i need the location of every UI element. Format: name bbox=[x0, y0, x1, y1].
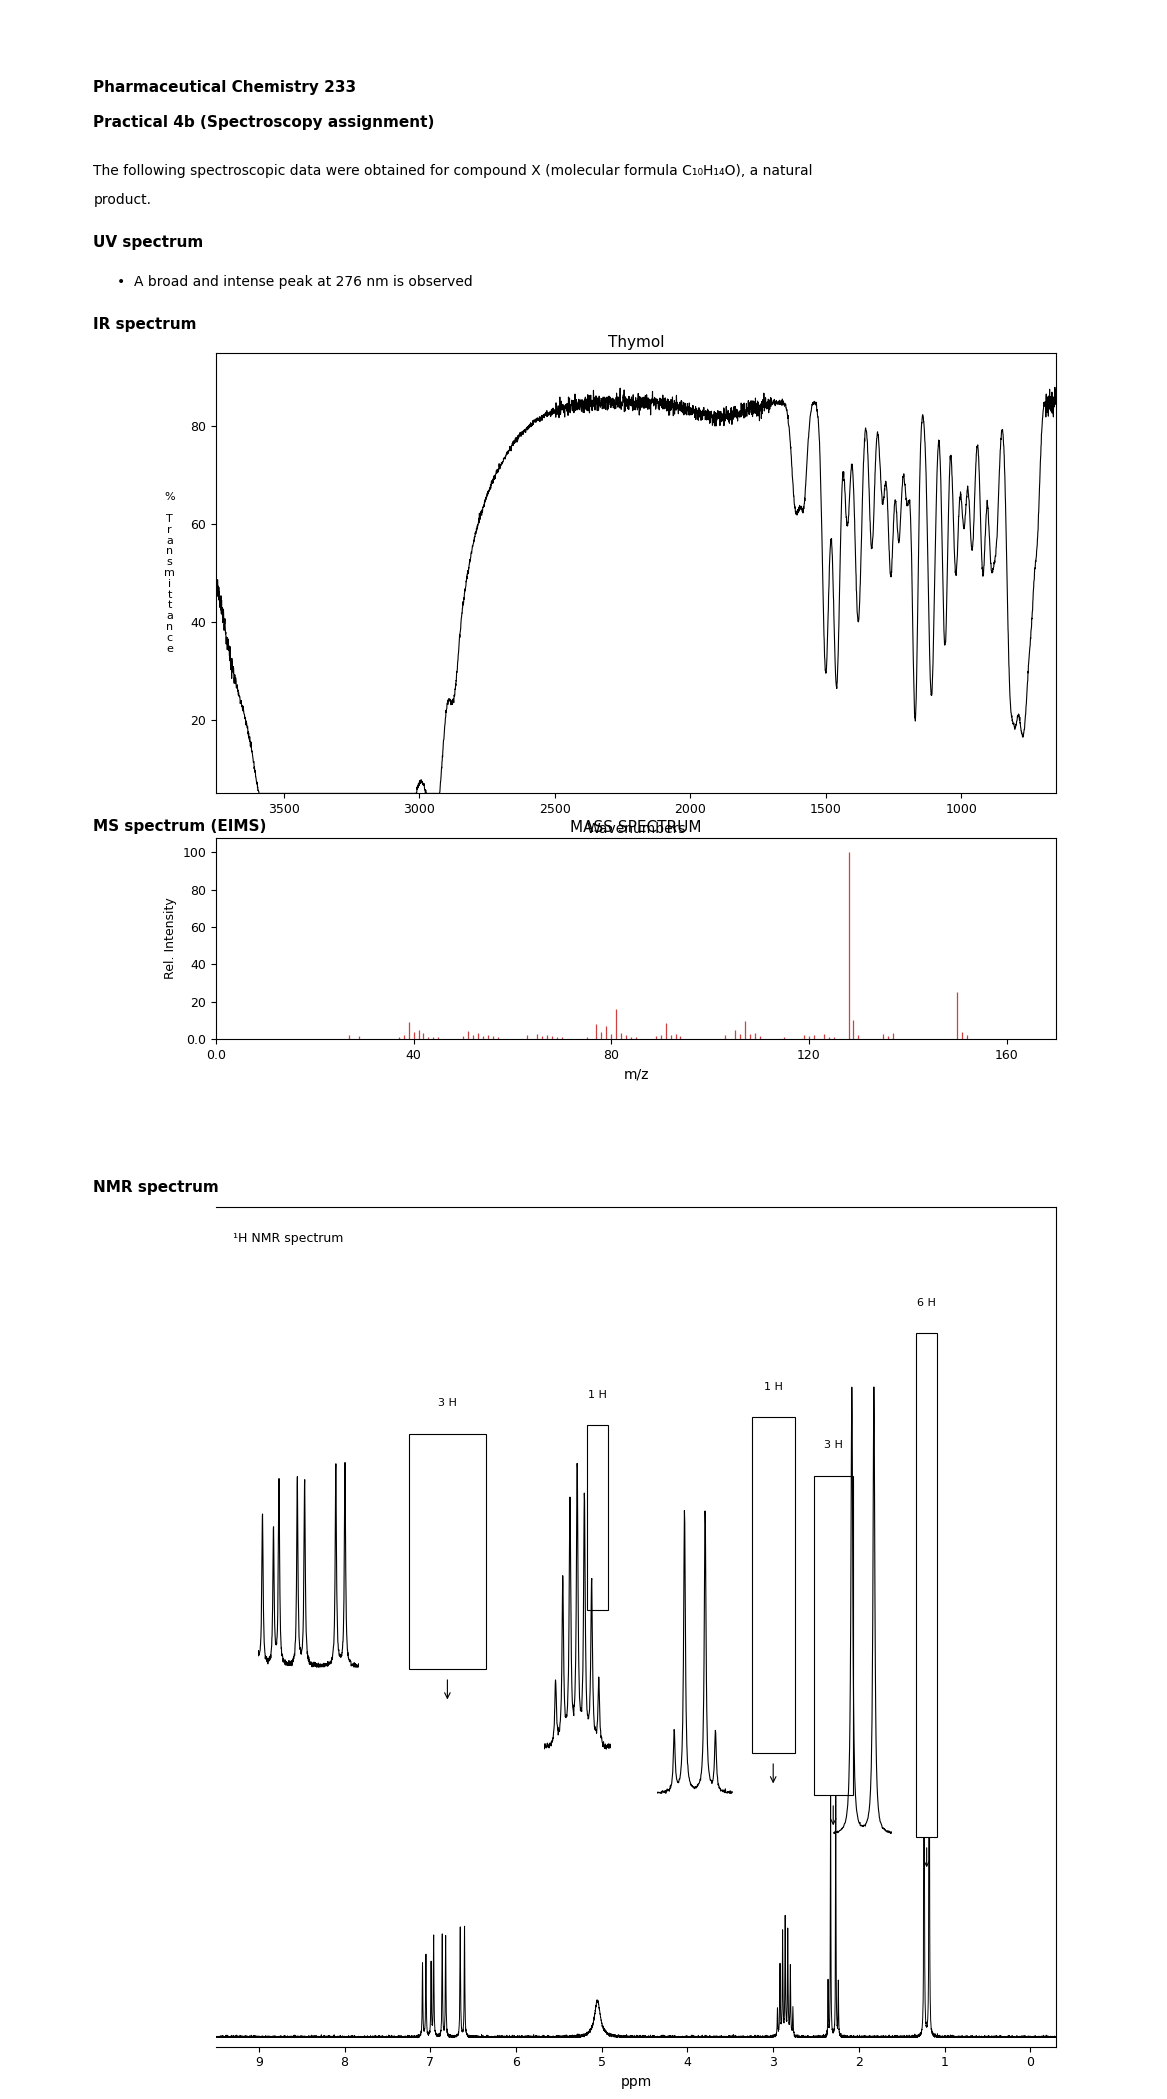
Title: Thymol: Thymol bbox=[608, 336, 664, 351]
Text: 3 H: 3 H bbox=[824, 1440, 843, 1450]
Y-axis label: Rel. Intensity: Rel. Intensity bbox=[163, 898, 176, 978]
Text: IR spectrum: IR spectrum bbox=[93, 317, 197, 332]
Text: 1 H: 1 H bbox=[588, 1390, 607, 1400]
FancyBboxPatch shape bbox=[752, 1417, 795, 1753]
Text: NMR spectrum: NMR spectrum bbox=[93, 1180, 219, 1194]
Text: Practical 4b (Spectroscopy assignment): Practical 4b (Spectroscopy assignment) bbox=[93, 115, 435, 130]
Text: The following spectroscopic data were obtained for compound X (molecular formula: The following spectroscopic data were ob… bbox=[93, 164, 813, 178]
Title: MASS SPECTRUM: MASS SPECTRUM bbox=[571, 821, 701, 835]
X-axis label: Wavenumbers: Wavenumbers bbox=[586, 821, 686, 835]
Text: product.: product. bbox=[93, 193, 152, 208]
Text: 1 H: 1 H bbox=[763, 1381, 783, 1392]
Text: Pharmaceutical Chemistry 233: Pharmaceutical Chemistry 233 bbox=[93, 80, 356, 94]
Text: 3 H: 3 H bbox=[438, 1398, 456, 1408]
FancyBboxPatch shape bbox=[408, 1434, 485, 1669]
Text: •  A broad and intense peak at 276 nm is observed: • A broad and intense peak at 276 nm is … bbox=[117, 275, 473, 290]
Text: UV spectrum: UV spectrum bbox=[93, 235, 203, 250]
FancyBboxPatch shape bbox=[587, 1425, 608, 1610]
Text: 6 H: 6 H bbox=[917, 1297, 936, 1308]
FancyBboxPatch shape bbox=[813, 1476, 853, 1795]
Text: ¹H NMR spectrum: ¹H NMR spectrum bbox=[232, 1232, 343, 1245]
Text: %
 
T
r
a
n
s
m
i
t
t
a
n
c
e: % T r a n s m i t t a n c e bbox=[165, 493, 175, 653]
X-axis label: ppm: ppm bbox=[621, 2074, 651, 2089]
X-axis label: m/z: m/z bbox=[623, 1066, 649, 1081]
FancyBboxPatch shape bbox=[916, 1333, 937, 1837]
Text: MS spectrum (EIMS): MS spectrum (EIMS) bbox=[93, 819, 267, 833]
